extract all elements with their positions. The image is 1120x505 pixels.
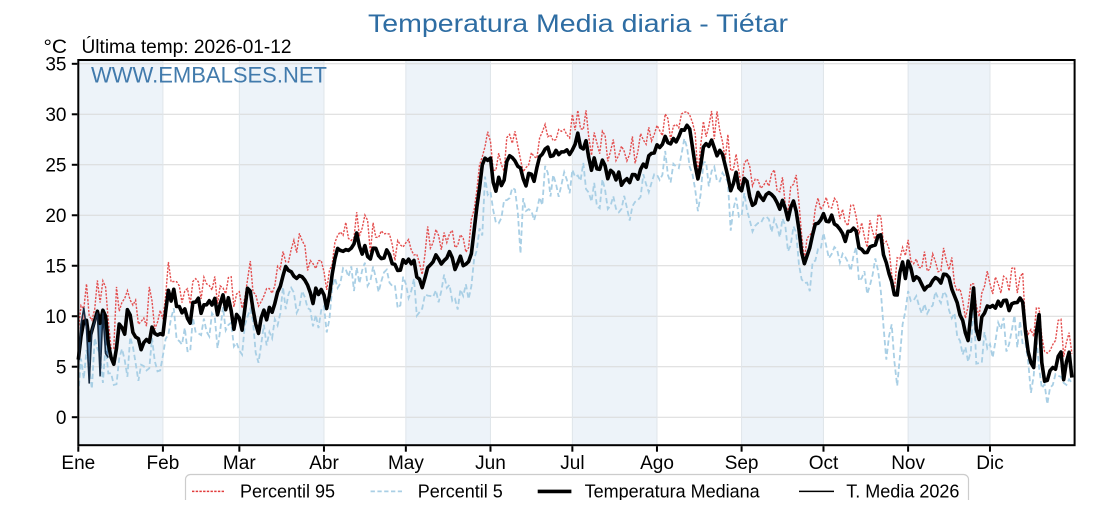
svg-text:Temperatura Media diaria - Tié: Temperatura Media diaria - Tiétar: [368, 10, 788, 38]
svg-text:T. Media 2026: T. Media 2026: [846, 482, 959, 500]
svg-text:Dic: Dic: [976, 453, 1003, 474]
svg-text:Última temp: 2026-01-12: Última temp: 2026-01-12: [82, 36, 292, 58]
svg-text:°C: °C: [44, 37, 68, 58]
svg-text:May: May: [388, 453, 424, 474]
svg-text:20: 20: [45, 206, 66, 227]
svg-text:35: 35: [45, 55, 66, 76]
svg-text:25: 25: [45, 156, 66, 177]
svg-text:15: 15: [45, 256, 66, 277]
svg-text:Mar: Mar: [223, 453, 256, 474]
svg-text:Ago: Ago: [640, 453, 674, 474]
svg-text:Sep: Sep: [725, 453, 759, 474]
svg-text:10: 10: [45, 307, 66, 328]
svg-text:Percentil 5: Percentil 5: [418, 482, 503, 500]
svg-text:Feb: Feb: [147, 453, 180, 474]
svg-text:Jul: Jul: [560, 453, 584, 474]
svg-text:Jun: Jun: [475, 453, 506, 474]
svg-text:WWW.EMBALSES.NET: WWW.EMBALSES.NET: [91, 63, 327, 88]
svg-text:30: 30: [45, 105, 66, 126]
svg-text:0: 0: [56, 408, 67, 429]
svg-text:5: 5: [56, 357, 67, 378]
svg-text:Nov: Nov: [891, 453, 925, 474]
svg-text:Oct: Oct: [809, 453, 839, 474]
svg-text:Ene: Ene: [61, 453, 95, 474]
svg-text:Abr: Abr: [309, 453, 339, 474]
svg-text:Percentil 95: Percentil 95: [240, 482, 335, 500]
svg-text:Temperatura Mediana: Temperatura Mediana: [585, 482, 761, 500]
